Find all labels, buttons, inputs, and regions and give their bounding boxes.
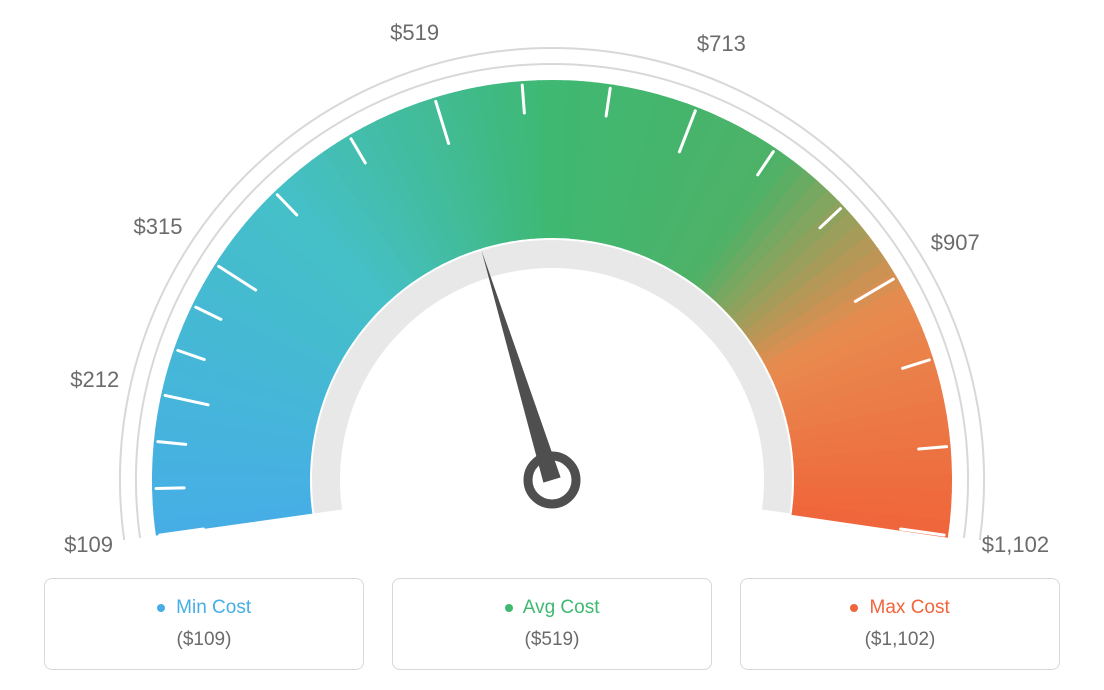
legend-card-avg: Avg Cost ($519) (392, 578, 712, 670)
legend-card-max: Max Cost ($1,102) (740, 578, 1060, 670)
gauge-chart: $109 $212 $315 $519 $713 $907 $1,102 (0, 0, 1104, 560)
gauge-tick-label: $519 (390, 20, 439, 46)
legend-card-min: Min Cost ($109) (44, 578, 364, 670)
legend-bullet-max (850, 604, 858, 612)
legend-value-avg: ($519) (403, 629, 701, 651)
legend-title-min: Min Cost (55, 597, 353, 619)
legend-value-min: ($109) (55, 629, 353, 651)
gauge-tick-label: $212 (70, 367, 119, 393)
legend-title-text-min: Min Cost (176, 597, 251, 618)
legend-row: Min Cost ($109) Avg Cost ($519) Max Cost… (0, 578, 1104, 670)
gauge-tick-label: $713 (697, 31, 746, 57)
legend-title-text-avg: Avg Cost (523, 597, 600, 618)
legend-bullet-min (157, 604, 165, 612)
legend-title-text-max: Max Cost (870, 597, 950, 618)
legend-title-avg: Avg Cost (403, 597, 701, 619)
gauge-svg (0, 0, 1104, 560)
legend-title-max: Max Cost (751, 597, 1049, 619)
legend-bullet-avg (505, 604, 513, 612)
gauge-tick-label: $315 (134, 214, 183, 240)
gauge-tick-label: $1,102 (982, 532, 1049, 558)
gauge-tick-label: $907 (931, 230, 980, 256)
gauge-tick-label: $109 (64, 532, 113, 558)
legend-value-max: ($1,102) (751, 629, 1049, 651)
